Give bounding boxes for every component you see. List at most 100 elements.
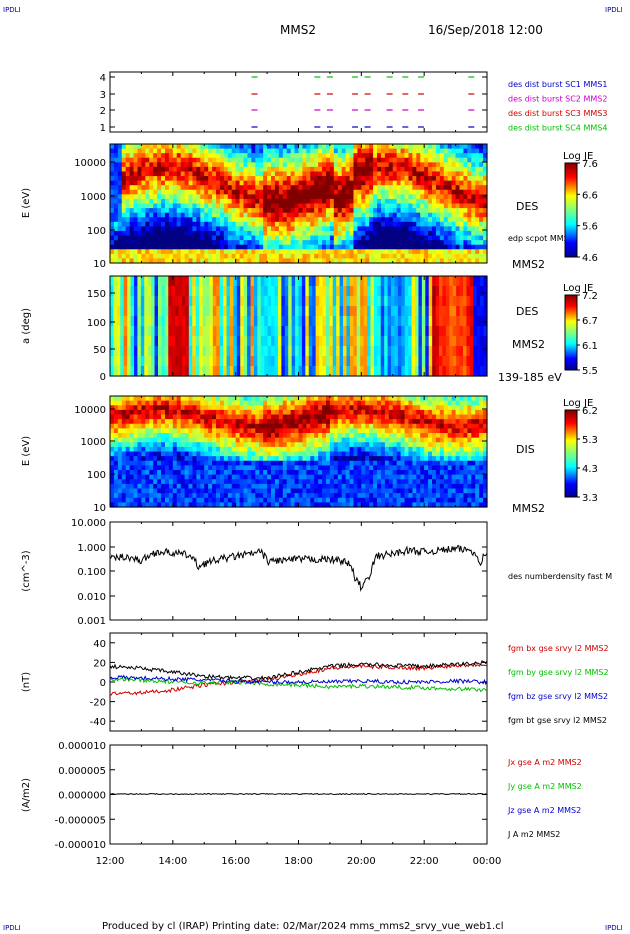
spectrogram-cell: [153, 148, 158, 154]
spectrogram-cell: [305, 346, 310, 357]
spectrogram-cell: [322, 148, 327, 154]
spectrogram-cell: [196, 171, 201, 177]
spectrogram-cell: [435, 346, 440, 357]
spectrogram-cell: [333, 180, 339, 186]
spectrogram-cell: [267, 249, 272, 255]
spectrogram-cell: [294, 419, 300, 425]
spectrogram-cell: [333, 171, 339, 177]
spectrogram-cell: [192, 180, 197, 186]
legend-entry: des dist burst SC2 MMS2: [508, 95, 607, 104]
spectrogram-cell: [204, 166, 209, 173]
spectrogram-cell: [282, 442, 288, 448]
spectrogram-cell: [208, 456, 213, 462]
spectrogram-cell: [483, 203, 488, 209]
spectrogram-cell: [196, 194, 201, 200]
spectrogram-cell: [278, 437, 284, 443]
spectrogram-cell: [271, 488, 276, 494]
spectrogram-cell: [216, 198, 221, 205]
spectrogram-cell: [240, 326, 245, 337]
spectrogram-cell: [408, 180, 413, 186]
spectrogram-cell: [322, 221, 327, 227]
spectrogram-cell: [216, 194, 221, 200]
spectrogram-cell: [192, 483, 197, 490]
spectrogram-cell: [483, 336, 488, 347]
spectrogram-cell: [168, 400, 174, 406]
spectrogram-cell: [144, 326, 149, 337]
spectrogram-cell: [336, 326, 341, 337]
spectrogram-cell: [125, 249, 131, 255]
spectrogram-cell: [168, 336, 173, 347]
spectrogram-cell: [466, 306, 471, 317]
spectrogram-cell: [408, 306, 413, 317]
spectrogram-cell: [466, 276, 471, 287]
spectrogram-cell: [255, 180, 260, 186]
spectrogram-cell: [306, 419, 311, 425]
spectrogram-cell: [125, 235, 131, 241]
spectrogram-cell: [239, 414, 245, 420]
spectrogram-cell: [298, 451, 304, 457]
spectrogram-cell: [459, 244, 465, 250]
spectrogram-cell: [467, 217, 472, 223]
spectrogram-cell: [445, 286, 450, 297]
spectrogram-cell: [404, 217, 410, 223]
spectrogram-cell: [286, 230, 292, 237]
spectrogram-cell: [298, 185, 304, 191]
spectrogram-cell: [125, 433, 131, 439]
spectrogram-cell: [294, 203, 300, 209]
spectrogram-cell: [153, 446, 158, 453]
spectrogram-cell: [420, 203, 425, 209]
spectrogram-cell: [424, 185, 429, 191]
spectrogram-cell: [231, 144, 237, 150]
spectrogram-cell: [284, 286, 289, 297]
spectrogram-cell: [397, 366, 402, 377]
spectrogram-cell: [216, 180, 221, 186]
spectrogram-cell: [204, 221, 209, 227]
spectrogram-cell: [129, 456, 135, 462]
spectrogram-cell: [123, 366, 128, 377]
spectrogram-cell: [483, 230, 488, 237]
spectrogram-cell: [278, 419, 284, 425]
spectrogram-cell: [463, 244, 468, 250]
spectrogram-cell: [388, 198, 394, 205]
spectrogram-cell: [353, 217, 359, 223]
spectrogram-cell: [365, 166, 370, 173]
spectrogram-cell: [133, 258, 139, 264]
spectrogram-cell: [243, 296, 248, 307]
spectrogram-cell: [121, 171, 127, 177]
spectrogram-cell: [314, 166, 319, 173]
spectrogram-cell: [133, 306, 139, 317]
spectrogram-cell: [212, 409, 217, 416]
spectrogram-cell: [263, 460, 268, 466]
spectrogram-cell: [377, 198, 382, 205]
spectrogram-cell: [157, 194, 162, 200]
spectrogram-cell: [459, 221, 465, 227]
spectrogram-cell: [259, 203, 264, 209]
spectrogram-cell: [149, 497, 154, 503]
spectrogram-cell: [188, 405, 194, 411]
spectrogram-cell: [329, 198, 335, 205]
spectrogram-cell: [420, 185, 425, 191]
spectrogram-cell: [302, 451, 307, 457]
spectrogram-cell: [200, 194, 205, 200]
spectrogram-cell: [306, 148, 311, 154]
spectrogram-cell: [306, 189, 311, 195]
spectrogram-cell: [121, 157, 127, 163]
spectrogram-cell: [247, 203, 252, 209]
spectrogram-cell: [341, 157, 347, 163]
spectrogram-cell: [264, 276, 269, 287]
spectrogram-cell: [373, 198, 378, 205]
spectrogram-cell: [255, 437, 260, 443]
spectrogram-cell: [153, 249, 158, 255]
spectrogram-cell: [164, 414, 170, 420]
spectrogram-cell: [404, 356, 409, 367]
spectrogram-cell: [365, 235, 370, 241]
spectrogram-cell: [171, 326, 176, 337]
spectrogram-cell: [443, 176, 449, 182]
spectrogram-cell: [439, 240, 445, 246]
spectrogram-cell: [188, 226, 194, 232]
spectrogram-cell: [329, 306, 334, 317]
spectrogram-cell: [404, 198, 410, 205]
spectrogram-cell: [282, 488, 288, 494]
spectrogram-cell: [137, 405, 143, 411]
spectrogram-cell: [208, 217, 213, 223]
